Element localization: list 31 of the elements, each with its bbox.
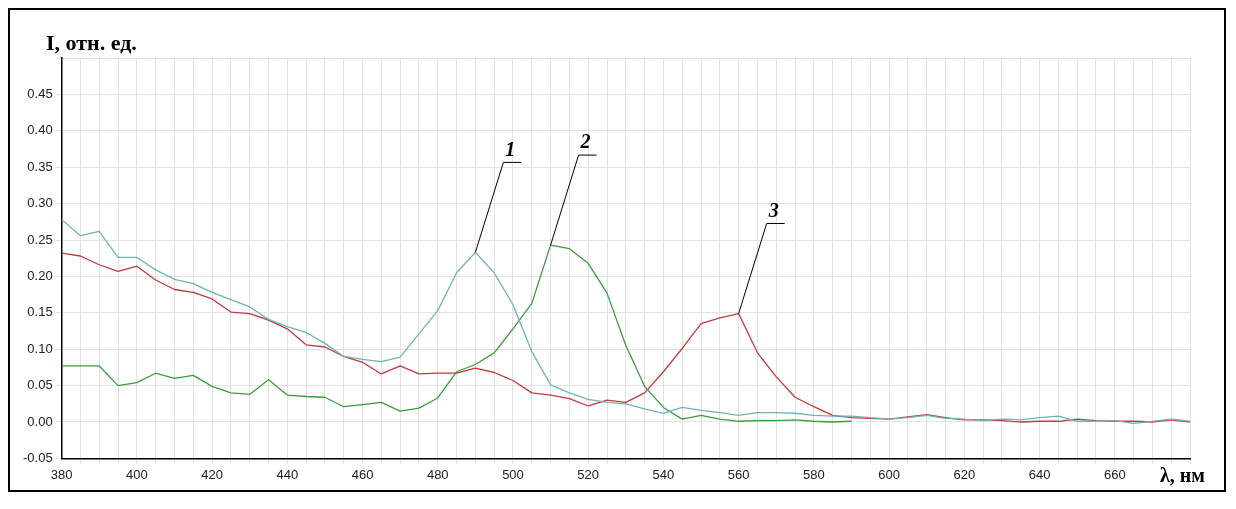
x-tick-label: 560 <box>727 466 750 482</box>
x-tick-label: 480 <box>426 466 449 482</box>
y-tick-label: 0.20 <box>27 267 53 283</box>
x-tick-label: 640 <box>1028 466 1051 482</box>
text: 2 <box>579 130 591 153</box>
y-tick-label: 0.25 <box>27 231 53 247</box>
y-axis-title: I, отн. ед. <box>46 30 137 55</box>
x-tick-label: 460 <box>351 466 374 482</box>
x-tick-label: 400 <box>126 466 148 482</box>
x-tick-label: 620 <box>953 466 976 482</box>
x-axis-title: λ, нм <box>1160 464 1205 487</box>
x-tick-label: 540 <box>652 466 675 482</box>
y-tick-label: -0.05 <box>22 449 53 465</box>
y-tick-label: 0.35 <box>27 158 53 174</box>
y-tick-label: 0.15 <box>27 304 53 320</box>
x-tick-label: 420 <box>201 466 223 482</box>
y-tick-label: 0.45 <box>27 85 53 101</box>
y-tick-label: 0.05 <box>27 377 53 393</box>
x-tick-label: 580 <box>803 466 825 482</box>
x-tick-label: 600 <box>878 466 900 482</box>
x-tick-label: 380 <box>50 466 73 482</box>
text: 3 <box>767 198 779 221</box>
y-tick-label: 0.30 <box>27 195 53 211</box>
x-tick-label: 440 <box>276 466 299 482</box>
x-tick-label: 520 <box>577 466 600 482</box>
y-tick-label: 0.10 <box>27 340 53 356</box>
x-tick-label: 500 <box>502 466 524 482</box>
y-tick-label: 0.00 <box>27 413 53 429</box>
y-tick-label: 0.40 <box>27 122 53 138</box>
x-tick-label: 660 <box>1103 466 1126 482</box>
text: 1 <box>505 137 516 160</box>
